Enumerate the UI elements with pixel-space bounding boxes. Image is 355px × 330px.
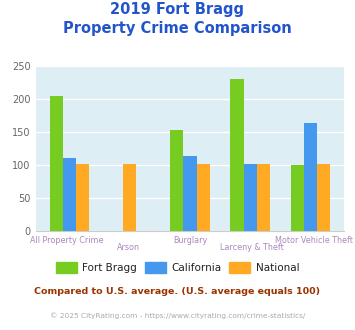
- Text: 2019 Fort Bragg: 2019 Fort Bragg: [110, 2, 245, 16]
- Bar: [197, 164, 210, 231]
- Bar: [123, 164, 136, 231]
- Text: Burglary: Burglary: [173, 236, 207, 245]
- Legend: Fort Bragg, California, National: Fort Bragg, California, National: [52, 258, 303, 277]
- Text: © 2025 CityRating.com - https://www.cityrating.com/crime-statistics/: © 2025 CityRating.com - https://www.city…: [50, 312, 305, 318]
- Text: All Property Crime: All Property Crime: [29, 236, 103, 245]
- Bar: [244, 164, 257, 231]
- Bar: [290, 165, 304, 231]
- Bar: [257, 164, 270, 231]
- Bar: [170, 130, 183, 231]
- Bar: [63, 158, 76, 231]
- Bar: [50, 96, 63, 231]
- Bar: [304, 123, 317, 231]
- Text: Larceny & Theft: Larceny & Theft: [220, 243, 284, 251]
- Bar: [183, 156, 197, 231]
- Bar: [76, 164, 89, 231]
- Text: Compared to U.S. average. (U.S. average equals 100): Compared to U.S. average. (U.S. average …: [34, 287, 321, 296]
- Text: Property Crime Comparison: Property Crime Comparison: [63, 21, 292, 36]
- Bar: [230, 79, 244, 231]
- Text: Motor Vehicle Theft: Motor Vehicle Theft: [274, 236, 353, 245]
- Text: Arson: Arson: [117, 243, 140, 251]
- Bar: [317, 164, 330, 231]
